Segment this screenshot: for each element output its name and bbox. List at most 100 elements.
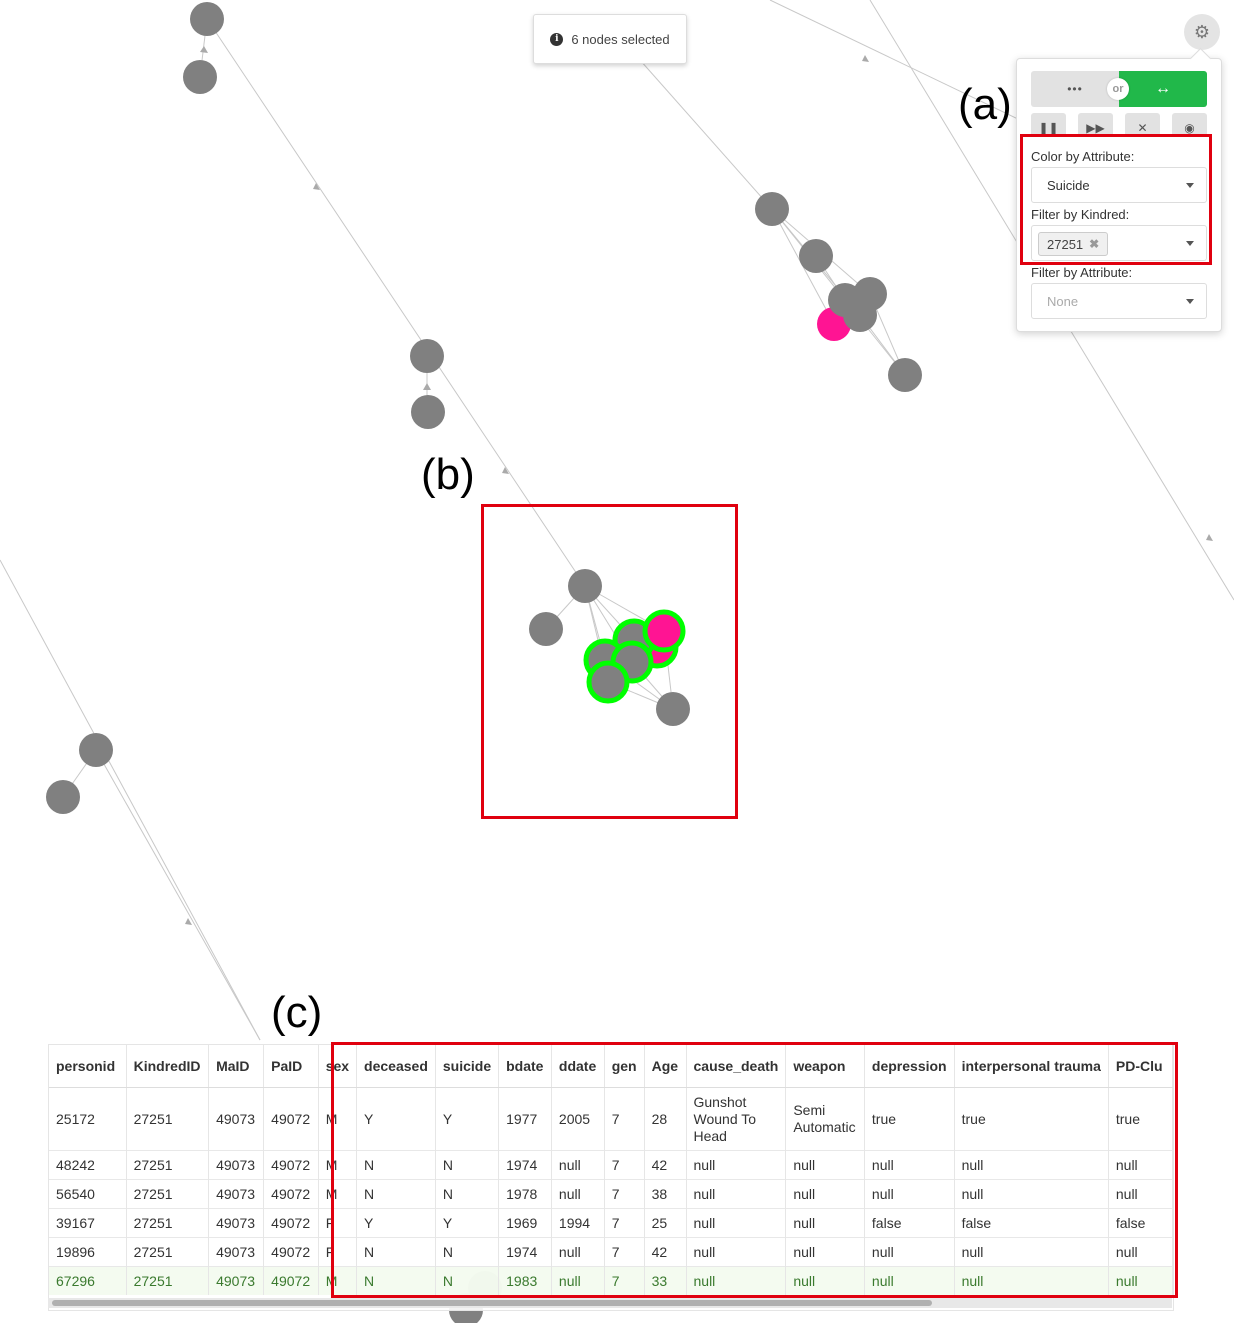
table-cell: 7 (604, 1150, 645, 1180)
column-header[interactable]: depression (864, 1045, 955, 1088)
table-row[interactable]: 48242 27251 49073 49072 M N N 1974 null 7 42 null nu… (49, 1150, 1173, 1180)
table-cell: null (686, 1208, 787, 1238)
toggle-dots-button[interactable]: ••• (1031, 71, 1119, 107)
column-header[interactable]: cause_death (686, 1045, 787, 1088)
table-cell: 27251 (126, 1150, 210, 1180)
table-cell: null (551, 1150, 605, 1180)
table-cell: 42 (644, 1237, 687, 1267)
table-cell: null (785, 1208, 865, 1238)
table-horizontal-scrollbar[interactable] (48, 1298, 1172, 1308)
scrollbar-thumb[interactable] (52, 1300, 932, 1306)
table-cell: N (435, 1237, 500, 1267)
table-cell: 1969 (498, 1208, 552, 1238)
filter-by-kindred-select[interactable]: 27251 ✖ (1031, 225, 1207, 261)
table-cell: 67296 (49, 1266, 127, 1295)
annotation-label-c: (c) (271, 988, 323, 1037)
column-header[interactable]: bdate (498, 1045, 552, 1088)
table-cell: 27251 (126, 1237, 210, 1267)
table-cell: null (551, 1266, 605, 1295)
selection-toast: i 6 nodes selected (533, 14, 687, 64)
table-cell: null (1108, 1179, 1173, 1209)
node (656, 692, 690, 726)
selected-nodes[interactable] (583, 609, 686, 704)
table-cell: 1974 (498, 1237, 552, 1267)
node (843, 298, 877, 332)
column-header[interactable]: personid (49, 1045, 127, 1088)
pause-icon: ❚❚ (1038, 121, 1059, 135)
horizontal-arrows-icon: ↔ (1155, 80, 1171, 97)
table-cell: 49072 (263, 1208, 319, 1238)
table-cell: 27251 (126, 1208, 210, 1238)
column-header[interactable]: PaID (263, 1045, 319, 1088)
table-cell: null (954, 1179, 1109, 1209)
node (799, 239, 833, 273)
caret-down-icon (1186, 183, 1194, 188)
settings-gear-button[interactable]: ⚙ (1184, 14, 1220, 50)
table-cell: Y (435, 1087, 500, 1151)
table-cell: N (435, 1179, 500, 1209)
remove-chip-icon[interactable]: ✖ (1089, 237, 1100, 251)
table-cell: 19896 (49, 1237, 127, 1267)
table-cell: 1974 (498, 1150, 552, 1180)
column-header[interactable]: interpersonal trauma (954, 1045, 1109, 1088)
toggle-or-label: or (1107, 78, 1129, 100)
fast-forward-icon: ▶▶ (1086, 121, 1105, 135)
table-cell: null (785, 1237, 865, 1267)
column-header[interactable]: PD-Clu (1108, 1045, 1173, 1088)
annotation-label-a: (a) (958, 80, 1012, 129)
table-cell: null (686, 1150, 787, 1180)
node (888, 358, 922, 392)
table-cell: null (785, 1266, 865, 1295)
fast-forward-button[interactable]: ▶▶ (1078, 113, 1113, 135)
graph-nodes[interactable] (46, 2, 922, 814)
table-cell: 25172 (49, 1087, 127, 1151)
table-row[interactable]: 25172 27251 49073 49072 M Y Y 1977 2005 7 28 Gunsho… (49, 1087, 1173, 1151)
table-cell: 49073 (208, 1237, 265, 1267)
table-row[interactable]: 39167 27251 49073 49072 F Y Y 1969 1994 7 25 null nu… (49, 1208, 1173, 1238)
eye-button[interactable]: ◉ (1172, 113, 1207, 135)
table-cell: N (356, 1150, 436, 1180)
table-cell: false (1108, 1208, 1173, 1238)
edge-arrow (185, 918, 192, 925)
table-cell: null (864, 1266, 955, 1295)
toast-text: 6 nodes selected (571, 31, 670, 47)
table-row[interactable]: 67296 27251 49073 49072 M N N 1983 null 7 33 null nu… (49, 1266, 1173, 1295)
kindred-chip-label: 27251 (1047, 236, 1084, 252)
color-by-attribute-value: Suicide (1047, 178, 1090, 193)
table-cell: 28 (644, 1087, 687, 1151)
kindred-chip[interactable]: 27251 ✖ (1038, 232, 1109, 256)
node (410, 339, 444, 373)
attribute-table[interactable]: personid KindredID MaID PaID sex deceased suic… (48, 1044, 1174, 1311)
node (411, 395, 445, 429)
table-cell: 49072 (263, 1150, 319, 1180)
table-cell: 39167 (49, 1208, 127, 1238)
column-header[interactable]: suicide (435, 1045, 500, 1088)
column-header[interactable]: KindredID (126, 1045, 210, 1088)
edge-arrow (200, 46, 208, 53)
table-cell: null (954, 1237, 1109, 1267)
layout-toggle[interactable]: ••• ↔ or (1031, 71, 1207, 107)
table-cell: 49072 (263, 1179, 319, 1209)
column-header[interactable]: Age (644, 1045, 687, 1088)
table-cell: M (318, 1150, 358, 1180)
eye-icon: ◉ (1184, 121, 1195, 135)
dots-icon: ••• (1067, 82, 1083, 96)
table-cell: N (356, 1179, 436, 1209)
edge (206, 18, 586, 587)
table-cell: 1977 (498, 1087, 552, 1151)
table-cell: null (551, 1237, 605, 1267)
table-cell: Y (356, 1208, 436, 1238)
table-cell: true (1108, 1087, 1173, 1151)
toggle-expand-button[interactable]: ↔ (1119, 71, 1207, 107)
filter-by-attribute-value: None (1047, 294, 1079, 309)
color-by-attribute-label: Color by Attribute: (1031, 149, 1135, 164)
column-header[interactable]: weapon (785, 1045, 865, 1088)
pause-button[interactable]: ❚❚ (1031, 113, 1066, 135)
filter-by-attribute-select[interactable]: None (1031, 283, 1207, 319)
color-by-attribute-select[interactable]: Suicide (1031, 167, 1207, 203)
table-cell: null (1108, 1237, 1173, 1267)
column-header[interactable]: MaID (208, 1045, 265, 1088)
expand-button[interactable]: ✕ (1125, 113, 1160, 135)
table-row[interactable]: 19896 27251 49073 49072 F N N 1974 null 7 42 null nu… (49, 1237, 1173, 1267)
